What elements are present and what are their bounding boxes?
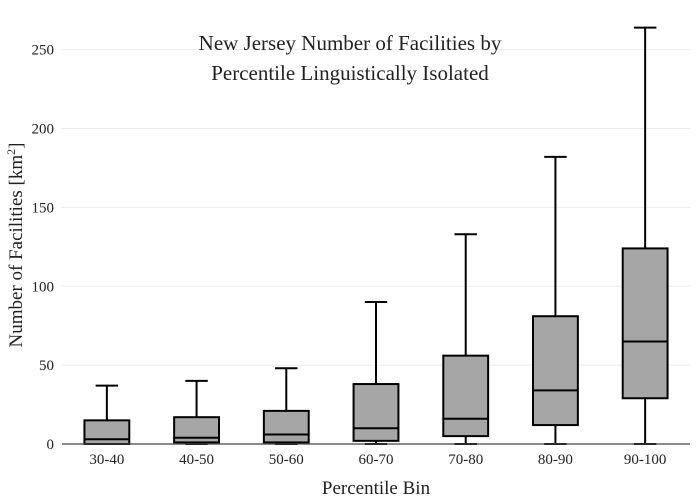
x-tick-label: 50-60	[269, 452, 304, 468]
box-80-90	[532, 155, 579, 445]
iqr-box	[442, 354, 490, 438]
x-tick-label: 40-50	[179, 452, 214, 468]
x-tick-label: 60-70	[359, 452, 394, 468]
iqr-box	[352, 383, 400, 442]
x-tick-label: 90-100	[624, 452, 667, 468]
box-60-70	[352, 301, 400, 445]
y-tick-label: 250	[32, 43, 55, 59]
y-axis-title: Number of Facilities [km2]	[4, 143, 27, 348]
box-40-50	[173, 379, 220, 445]
chart-title-line-2: Percentile Linguistically Isolated	[211, 61, 489, 85]
y-tick-label: 150	[32, 200, 55, 216]
box-90-100	[621, 26, 669, 445]
box-70-80	[442, 233, 490, 445]
grid-lines	[62, 49, 690, 366]
x-axis-title: Percentile Bin	[322, 478, 431, 499]
x-tick-label: 30-40	[89, 452, 124, 468]
y-axis-title-main: Number of Facilities [km	[6, 155, 27, 348]
box-30-40	[83, 384, 131, 446]
x-tick-labels: 30-40 40-50 50-60 60-70 70-80 80-90 90-100	[89, 452, 666, 468]
y-axis-title-end: ]	[6, 143, 27, 149]
chart-title-line-1: New Jersey Number of Facilities by	[199, 31, 502, 55]
box-50-60	[262, 367, 310, 445]
y-tick-labels: 0 50 100 150 200 250	[32, 43, 55, 453]
y-axis-title-superscript: 2	[4, 149, 18, 155]
box-plot-series	[83, 26, 669, 446]
x-tick-label: 80-90	[538, 452, 573, 468]
iqr-box	[83, 419, 131, 446]
y-tick-label: 50	[39, 358, 54, 374]
y-tick-label: 200	[32, 122, 55, 138]
y-tick-label: 0	[47, 437, 55, 453]
iqr-box	[532, 315, 579, 427]
x-tick-label: 70-80	[448, 452, 483, 468]
iqr-box	[621, 247, 669, 400]
iqr-box	[262, 409, 310, 444]
y-tick-label: 100	[32, 279, 55, 295]
